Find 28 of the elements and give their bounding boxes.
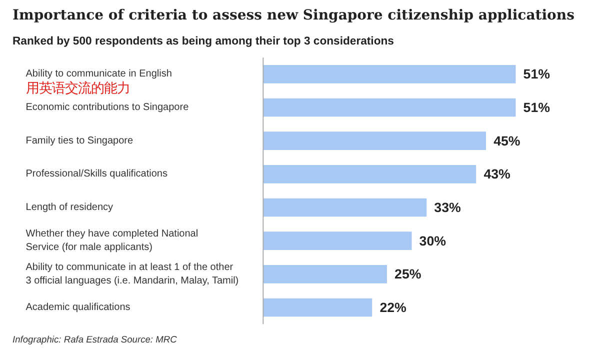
bar (263, 132, 486, 150)
bar (263, 198, 427, 217)
bar (263, 265, 387, 284)
y-tick-label: Ability to communicate in English (26, 68, 172, 80)
bar (263, 98, 516, 117)
data-label: 51% (523, 100, 550, 115)
data-label: 43% (484, 166, 511, 182)
text: 用英语交流的能力 (26, 80, 130, 97)
y-tick-label: Whether they have completed National Service (for male applicants) (26, 228, 198, 254)
data-label: 25% (394, 266, 422, 282)
y-tick-label: Ability to communicate in at least 1 of the other 3 official languages (i.e. Mandarin, Malay, Tamil) (26, 262, 239, 287)
chart-subtitle: Ranked by 500 respondents as being among their top 3 considerations (12, 36, 394, 48)
chart-title: Importance of criteria to assess new Singapore citizenship applications (12, 8, 575, 24)
y-tick-label: Length of residency (26, 202, 114, 213)
bar (263, 165, 476, 184)
data-label: 51% (523, 66, 550, 82)
y-tick-label: Family ties to Singapore (26, 135, 134, 146)
y-tick-label: Economic contributions to Singapore (26, 102, 190, 113)
data-label: 22% (380, 300, 407, 315)
bar (263, 298, 372, 317)
text: Infographic: Rafa Estrada Source: MRC (12, 334, 178, 344)
data-label: 45% (494, 133, 520, 148)
bar (263, 232, 412, 250)
y-tick-label: Professional/Skills qualifications (26, 168, 168, 180)
y-tick-label: Academic qualifications (26, 302, 130, 313)
data-label: 30% (419, 233, 446, 248)
data-label: 33% (434, 200, 461, 215)
bar (263, 65, 516, 84)
